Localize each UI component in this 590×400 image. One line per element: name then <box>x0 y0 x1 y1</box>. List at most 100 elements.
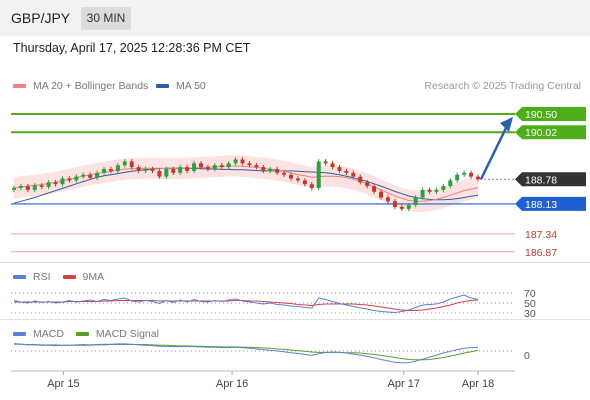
legend-macd: MACD MACD Signal <box>13 328 159 340</box>
candle-body <box>150 169 155 171</box>
candle-body <box>282 172 287 175</box>
candle-body <box>157 170 162 177</box>
candle-body <box>379 191 384 198</box>
candle-body <box>108 169 113 171</box>
candle-body <box>476 176 480 180</box>
candle-body <box>261 167 266 171</box>
rsi-label: RSI <box>33 271 51 283</box>
support-label: 188.13 <box>525 199 557 211</box>
candle-body <box>302 180 307 185</box>
candle-body <box>12 187 16 190</box>
candle-body <box>95 172 100 178</box>
x-axis-label: Apr 18 <box>462 378 494 390</box>
resistance-tag <box>515 125 586 140</box>
candle-body <box>115 165 120 171</box>
candle-body <box>88 174 93 178</box>
research-credit: Research © 2025 Trading Central <box>424 80 581 92</box>
forecast-arrow <box>479 116 513 180</box>
candle-body <box>67 178 72 181</box>
support-label: 187.34 <box>525 229 557 241</box>
macd-signal-line <box>14 343 479 361</box>
resistance-tag <box>515 106 586 121</box>
candle-body <box>406 205 411 209</box>
ma50-swatch <box>156 84 169 88</box>
macd-swatch <box>13 332 26 336</box>
rsi-tick-label: 70 <box>524 288 536 300</box>
candle-body <box>102 169 107 173</box>
candle-body <box>233 159 238 164</box>
candle-body <box>295 178 300 181</box>
candle-body <box>53 182 58 185</box>
ma50-label: MA 50 <box>176 80 206 92</box>
candle-body <box>337 167 342 171</box>
rsi-ma-line <box>14 299 479 311</box>
candle-body <box>247 163 252 166</box>
candle-body <box>441 186 446 190</box>
macd-label: MACD <box>33 328 64 340</box>
resistance-label: 190.02 <box>525 127 557 139</box>
x-axis: Apr 15 Apr 16 Apr 17 Apr 18 <box>11 370 515 390</box>
candle-body <box>399 206 404 209</box>
divider-rsi <box>0 262 590 263</box>
ma20-label: MA 20 + Bollinger Bands <box>33 80 149 92</box>
x-axis-label: Apr 15 <box>47 378 79 390</box>
candle-body <box>219 165 224 168</box>
bollinger-band-area <box>14 155 478 212</box>
rsi-ma-swatch <box>62 275 76 279</box>
candle-body <box>25 186 30 190</box>
candle-body <box>427 189 432 192</box>
candle-body <box>309 184 314 188</box>
arrow-head <box>500 116 513 132</box>
candle-body <box>143 169 148 171</box>
candle-body <box>275 169 280 173</box>
resistance-label: 190.50 <box>525 109 557 121</box>
candle-body <box>385 197 390 202</box>
candles <box>12 157 480 212</box>
candle-body <box>323 161 328 164</box>
ma20-line <box>13 165 479 202</box>
candle-body <box>448 180 453 187</box>
candle-body <box>462 172 467 175</box>
candle-body <box>171 169 176 173</box>
timestamp: Thursday, April 17, 2025 12:28:36 PM CET <box>13 41 251 55</box>
candle-body <box>212 165 217 170</box>
rsi-ma-label: 9MA <box>82 271 105 283</box>
candle-body <box>129 161 134 168</box>
candle-body <box>185 167 190 171</box>
x-axis-label: Apr 17 <box>388 378 420 390</box>
candle-body <box>226 163 231 168</box>
macd-panel: 0 <box>11 343 530 364</box>
rsi-tick-label: 50 <box>524 298 536 310</box>
timeframe-button[interactable]: 30 MIN <box>81 7 131 30</box>
legend-ma20: MA 20 + Bollinger Bands <box>13 80 148 92</box>
candle-body <box>392 201 397 207</box>
legend-ma50: MA 50 <box>156 80 206 92</box>
x-axis-label: Apr 16 <box>216 378 248 390</box>
divider-macd <box>0 319 590 320</box>
symbol-title: GBP/JPY <box>11 10 71 26</box>
candle-body <box>413 197 418 206</box>
candle-body <box>330 163 335 168</box>
candle-body <box>81 174 86 177</box>
last-price-label: 188.78 <box>525 174 557 186</box>
candle-body <box>254 165 259 168</box>
candle-body <box>136 167 141 171</box>
candle-body <box>18 186 23 188</box>
candle-body <box>39 185 44 187</box>
candle-body <box>164 169 169 177</box>
candle-body <box>358 176 363 183</box>
candle-body <box>122 161 127 166</box>
candle-body <box>74 176 79 181</box>
candle-body <box>289 174 294 179</box>
rsi-tick-label: 30 <box>524 308 536 320</box>
header-bar: GBP/JPY 30 MIN <box>0 0 590 36</box>
candle-body <box>420 189 425 198</box>
macd-signal-swatch <box>75 332 89 336</box>
moving-averages <box>13 165 479 204</box>
macd-signal-label: MACD Signal <box>95 328 159 340</box>
candle-body <box>32 185 37 190</box>
last-price-tag <box>515 172 586 187</box>
candle-body <box>192 163 197 171</box>
ma50-line <box>13 167 479 204</box>
